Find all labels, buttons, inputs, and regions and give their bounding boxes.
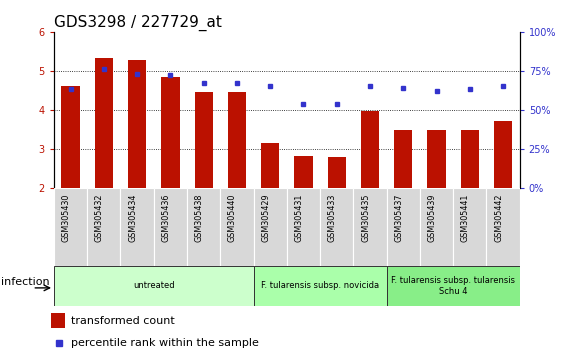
Text: GSM305429: GSM305429 — [261, 194, 270, 242]
FancyBboxPatch shape — [387, 188, 420, 266]
FancyBboxPatch shape — [387, 266, 520, 306]
Bar — [261, 143, 279, 188]
FancyBboxPatch shape — [54, 266, 253, 306]
Text: untreated: untreated — [133, 281, 174, 290]
Text: F. tularensis subsp. tularensis
Schu 4: F. tularensis subsp. tularensis Schu 4 — [391, 276, 515, 296]
Bar — [361, 110, 379, 188]
Bar — [494, 121, 512, 188]
Text: GSM305435: GSM305435 — [361, 194, 370, 242]
Text: GSM305441: GSM305441 — [461, 194, 470, 242]
FancyBboxPatch shape — [353, 188, 387, 266]
Bar — [461, 130, 479, 188]
FancyBboxPatch shape — [120, 188, 154, 266]
FancyBboxPatch shape — [486, 188, 520, 266]
Text: F. tularensis subsp. novicida: F. tularensis subsp. novicida — [261, 281, 379, 290]
Bar — [61, 86, 80, 188]
Text: GSM305439: GSM305439 — [428, 194, 437, 242]
Bar — [427, 130, 446, 188]
Bar — [294, 156, 312, 188]
FancyBboxPatch shape — [287, 188, 320, 266]
Bar — [95, 58, 113, 188]
FancyBboxPatch shape — [420, 188, 453, 266]
Bar — [161, 77, 179, 188]
FancyBboxPatch shape — [453, 188, 486, 266]
Bar — [228, 92, 246, 188]
Bar — [194, 92, 213, 188]
Text: infection: infection — [1, 277, 50, 287]
FancyBboxPatch shape — [54, 188, 87, 266]
Bar — [128, 60, 147, 188]
Text: GSM305433: GSM305433 — [328, 194, 337, 242]
FancyBboxPatch shape — [154, 188, 187, 266]
Text: GDS3298 / 227729_at: GDS3298 / 227729_at — [54, 14, 222, 30]
Text: GSM305442: GSM305442 — [494, 194, 503, 242]
Text: GSM305438: GSM305438 — [195, 194, 204, 242]
Text: GSM305431: GSM305431 — [294, 194, 303, 242]
Text: GSM305434: GSM305434 — [128, 194, 137, 242]
Text: GSM305440: GSM305440 — [228, 194, 237, 242]
Text: GSM305432: GSM305432 — [95, 194, 104, 242]
Text: GSM305437: GSM305437 — [394, 194, 403, 242]
Bar — [394, 130, 412, 188]
FancyBboxPatch shape — [220, 188, 253, 266]
FancyBboxPatch shape — [253, 266, 387, 306]
FancyBboxPatch shape — [320, 188, 353, 266]
Text: GSM305436: GSM305436 — [161, 194, 170, 242]
Text: GSM305430: GSM305430 — [61, 194, 70, 242]
FancyBboxPatch shape — [87, 188, 120, 266]
Text: percentile rank within the sample: percentile rank within the sample — [71, 338, 259, 348]
Text: transformed count: transformed count — [71, 315, 175, 326]
FancyBboxPatch shape — [253, 188, 287, 266]
Bar — [51, 313, 65, 328]
FancyBboxPatch shape — [187, 188, 220, 266]
Bar — [328, 157, 346, 188]
